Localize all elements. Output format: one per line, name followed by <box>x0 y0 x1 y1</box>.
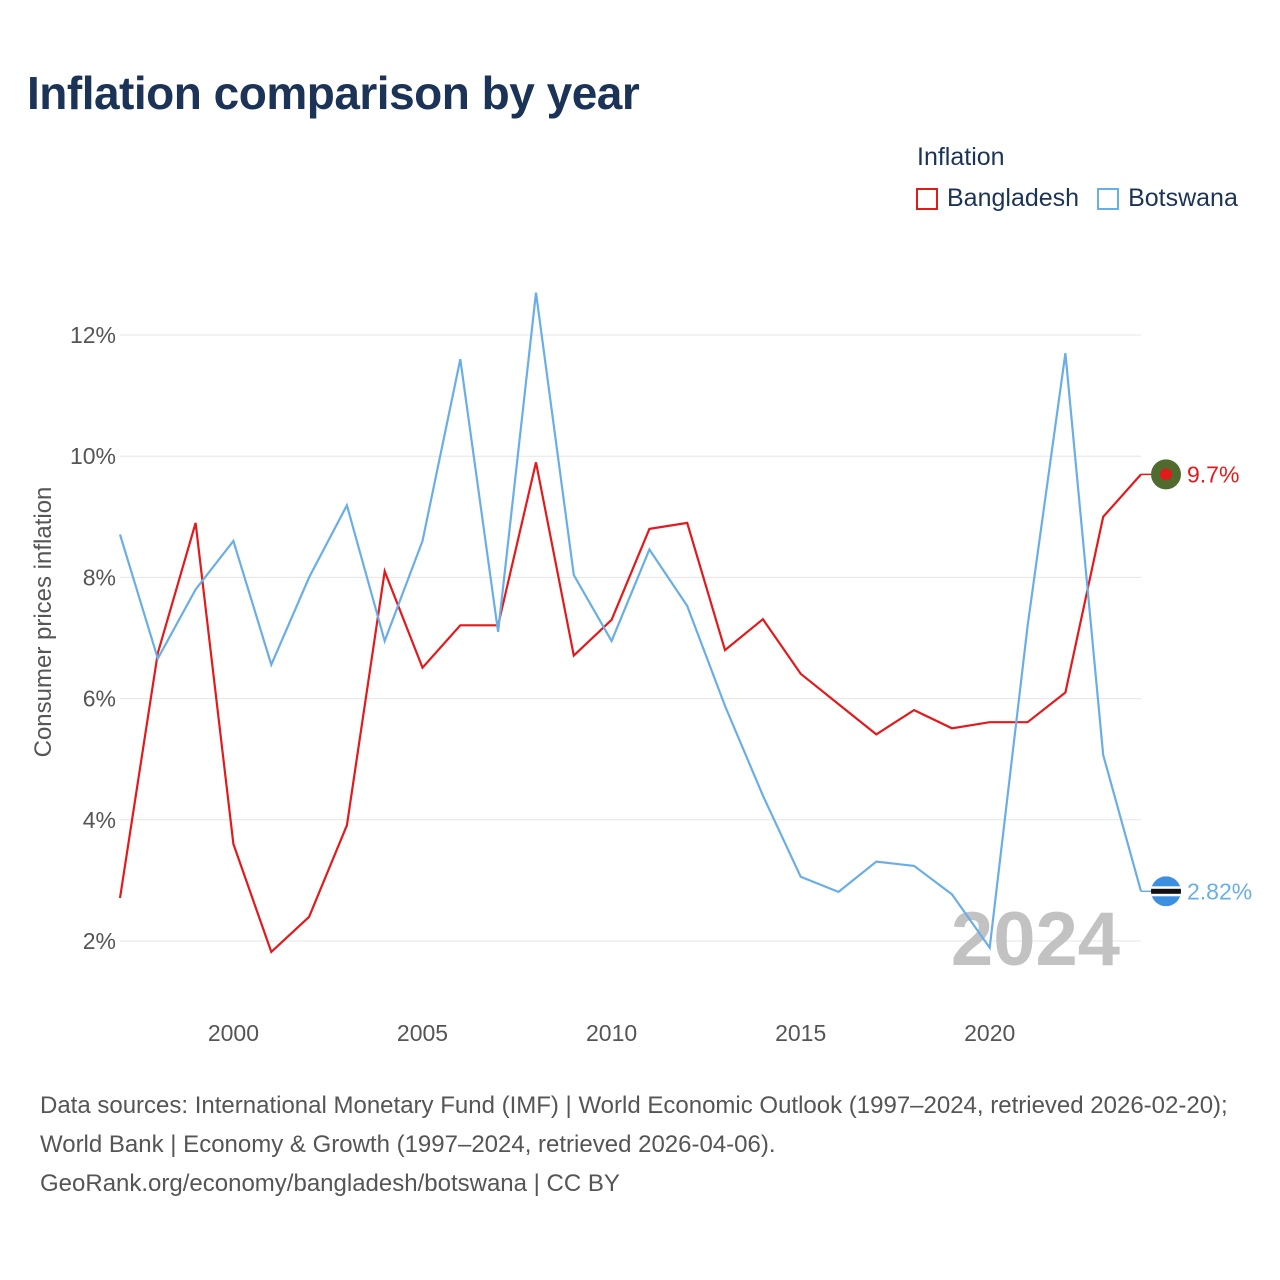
series-lines <box>118 292 1151 954</box>
x-axis-ticks: 2000 2005 2010 2015 2020 <box>208 1020 1015 1046</box>
sources-text: Data sources: International Monetary Fun… <box>40 1092 1228 1158</box>
y-tick-label-6: 6% <box>83 686 116 712</box>
y-tick-label-8: 8% <box>83 564 116 590</box>
x-tick-label-2005: 2005 <box>397 1020 448 1046</box>
y-tick-label-4: 4% <box>83 807 116 833</box>
legend-swatch-botswana <box>1097 187 1120 210</box>
end-markers <box>1151 459 1181 907</box>
legend-item-bangladesh[interactable]: Bangladesh <box>916 184 1079 213</box>
legend-label-botswana: Botswana <box>1128 184 1238 212</box>
x-tick-label-2010: 2010 <box>586 1020 637 1046</box>
series-line-botswana <box>118 292 1143 951</box>
x-tick-label-2015: 2015 <box>775 1020 826 1046</box>
end-label-bangladesh: 9.7% <box>1187 461 1239 487</box>
bangladesh-flag-icon <box>1151 459 1181 490</box>
end-label-botswana: 2.82% <box>1187 878 1252 904</box>
y-tick-label-10: 10% <box>70 443 116 469</box>
year-watermark: 2024 <box>951 897 1120 982</box>
botswana-flag-icon <box>1151 876 1181 907</box>
legend-title: Inflation <box>917 143 1005 171</box>
legend-item-botswana[interactable]: Botswana <box>1097 184 1238 213</box>
y-axis-ticks: 2% 4% 6% 8% 10% 12% <box>70 322 116 954</box>
y-tick-label-12: 12% <box>70 322 116 348</box>
y-tick-label-2: 2% <box>83 928 116 954</box>
sources-link[interactable]: GeoRank.org/economy/bangladesh/botswana … <box>40 1170 620 1197</box>
legend-label-bangladesh: Bangladesh <box>947 184 1080 212</box>
y-axis-label: Consumer prices inflation <box>30 487 57 758</box>
legend-swatch-bangladesh <box>916 187 938 210</box>
data-sources: Data sources: International Monetary Fun… <box>40 1086 1255 1203</box>
legend: Bangladesh Botswana <box>916 184 1256 213</box>
series-line-bangladesh <box>118 462 1142 954</box>
grid-lines <box>120 334 1141 942</box>
x-tick-label-2000: 2000 <box>208 1020 259 1046</box>
end-labels: 9.7% 2.82% <box>1187 461 1252 904</box>
x-tick-label-2020: 2020 <box>964 1020 1015 1046</box>
chart-title: Inflation comparison by year <box>27 67 640 119</box>
